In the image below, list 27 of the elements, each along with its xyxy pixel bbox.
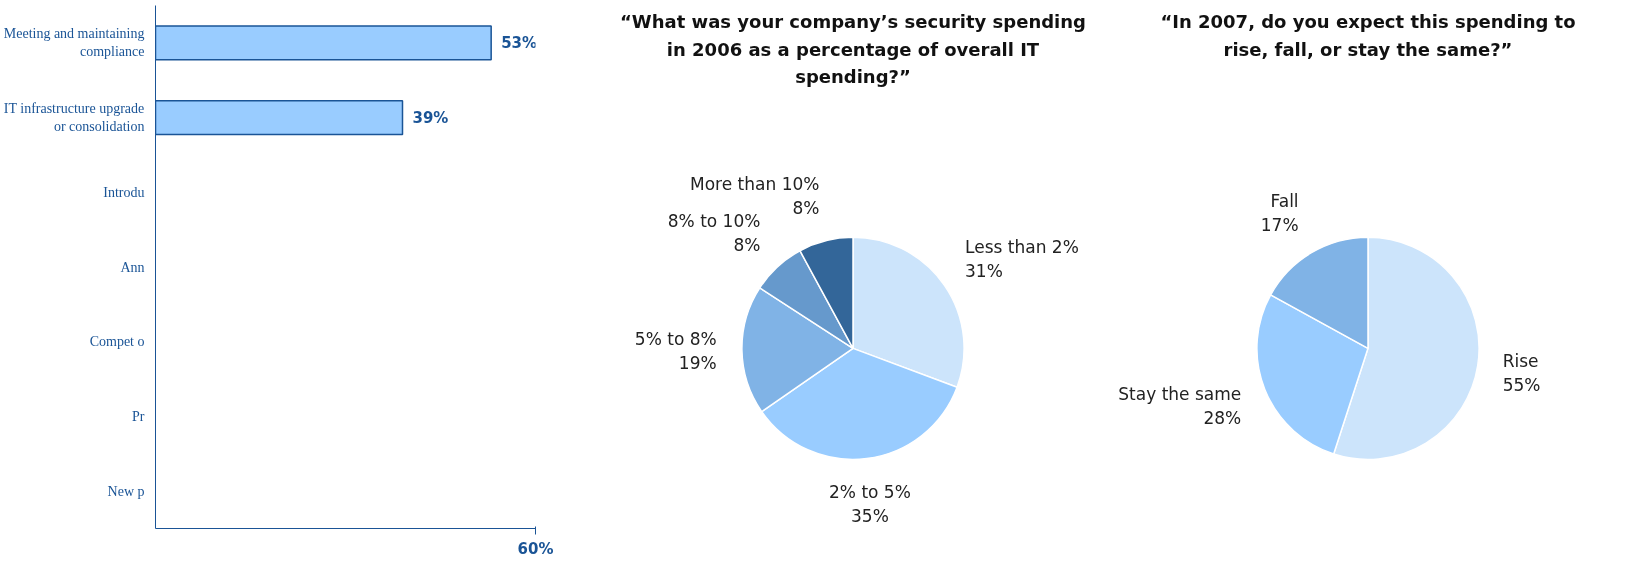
y-tick-label: Compet o <box>89 334 145 350</box>
y-tick-label: IT infrastructure upgrade or consolidation <box>3 101 145 135</box>
data-label: 8% <box>733 235 761 256</box>
y-tick-label: Introdu <box>103 184 145 200</box>
y-tick-label: New p <box>107 483 145 499</box>
slice-label: Fall <box>1270 191 1299 212</box>
data-label: 17% <box>1260 215 1299 236</box>
x-tick-label: 60% <box>517 539 554 558</box>
y-tick-label: Pr <box>132 408 145 424</box>
y-tick-label: Meeting and maintaining compliance <box>3 26 145 60</box>
slice-label: 2% to 5% <box>829 482 911 503</box>
data-label: 35% <box>851 506 889 527</box>
data-label: 8% <box>792 198 820 219</box>
data-label: 31% <box>965 260 1003 281</box>
chart-title: “What was your company’s security spending in 2006 as a percentage of overall IT spending?” <box>620 11 1086 87</box>
data-label: 39% <box>412 108 449 127</box>
slice-label: 8% to 10% <box>667 211 761 232</box>
slice-label: 5% to 8% <box>634 328 717 349</box>
y-tick-label: Ann <box>120 259 145 275</box>
slice-label: Less than 2% <box>965 236 1079 257</box>
data-label: 19% <box>678 352 717 373</box>
data-label: 28% <box>1203 408 1242 429</box>
slice-label: Rise <box>1502 350 1539 371</box>
slice-label: Stay the same <box>1118 384 1242 405</box>
chart-title: “In 2007, do you expect this spending to rise, fall, or stay the same?” <box>1160 11 1576 60</box>
slice-label: More than 10% <box>690 174 820 195</box>
data-label: 55% <box>1502 374 1541 395</box>
